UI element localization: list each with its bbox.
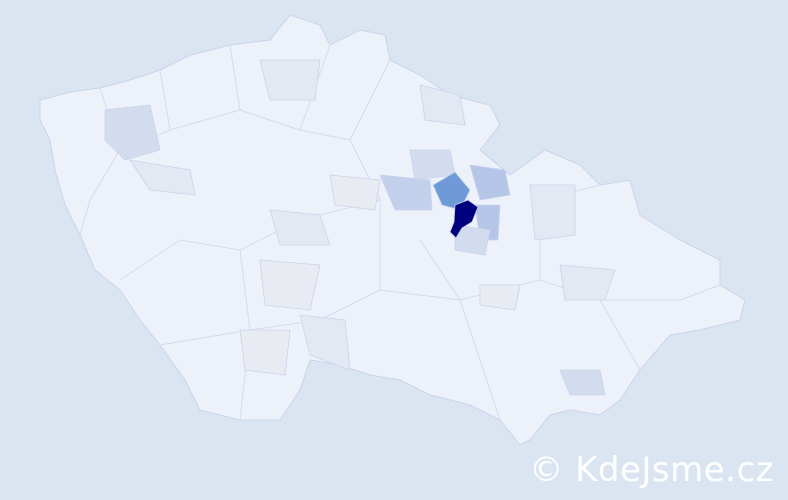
district-light (409, 149, 456, 181)
district-light (529, 184, 576, 241)
district-light (454, 224, 491, 256)
country-outline (39, 14, 746, 446)
district-light (329, 174, 381, 211)
district-light (479, 284, 521, 311)
district-light (259, 59, 321, 101)
shaded-districts (104, 59, 616, 396)
district-light (259, 259, 321, 311)
district-medium-light (379, 174, 433, 211)
district-medium-light (469, 164, 511, 201)
district-medium (432, 171, 471, 211)
watermark: © KdeJsme.cz (529, 450, 774, 490)
district-light (239, 329, 291, 376)
district-light (559, 264, 616, 301)
district-highest (449, 199, 479, 239)
district-light (129, 159, 196, 196)
district-light (559, 369, 606, 396)
district-light (104, 104, 161, 161)
district-light (269, 209, 331, 246)
district-light (419, 84, 466, 126)
district-light (299, 314, 351, 371)
